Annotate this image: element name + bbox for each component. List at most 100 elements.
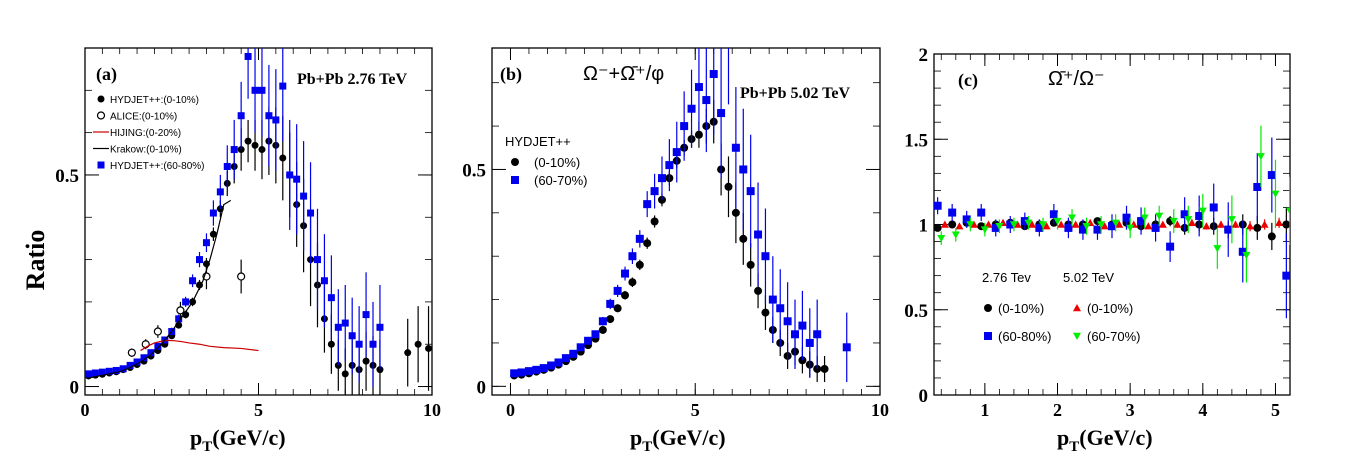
series--60-70--point xyxy=(643,200,652,209)
series-hydjet-60-80--point xyxy=(147,349,155,357)
x-tick-label: 5 xyxy=(691,400,700,420)
series-5-02-tev-60-70--point xyxy=(1198,207,1207,215)
x-axis-title: pT(GeV/c) xyxy=(630,425,726,455)
series-hydjet-0-10--point xyxy=(258,146,266,154)
series-hydjet-60-80--point xyxy=(189,277,197,285)
series-2-76-tev-60-80--point xyxy=(948,208,957,217)
series-hydjet-60-80--point xyxy=(265,112,273,120)
series--60-70--point xyxy=(798,321,807,330)
series-hydjet-60-80--point xyxy=(223,162,231,170)
series-2-76-tev-0-10--point xyxy=(1282,220,1290,229)
series-5-02-tev-60-70--point xyxy=(1140,214,1149,222)
series-5-02-tev-0-10--point xyxy=(1042,222,1051,230)
series-2-76-tev-60-80--point xyxy=(1195,211,1204,220)
series-hydjet-60-80--point xyxy=(258,86,266,94)
series-5-02-tev-0-10--point xyxy=(955,222,964,230)
legend-marker xyxy=(511,176,519,184)
series-hydjet-60-80--point xyxy=(175,315,183,323)
series-5-02-tev-60-70--point xyxy=(1271,190,1280,198)
series-5-02-tev-60-70--point xyxy=(1242,251,1251,260)
x-tick-label: 0 xyxy=(506,400,515,420)
data-layer xyxy=(934,125,1290,319)
series--60-70--point xyxy=(584,336,593,345)
series--60-70--point xyxy=(672,148,681,157)
series-2-76-tev-60-80--point xyxy=(1020,217,1029,226)
series-5-02-tev-0-10--point xyxy=(940,220,949,228)
x-tick-label: 0 xyxy=(81,400,90,420)
y-tick-label: 0 xyxy=(919,386,929,407)
series-5-02-tev-60-70--point xyxy=(1169,217,1178,226)
series-hydjet-0-10--point xyxy=(404,349,412,357)
series--60-70--point xyxy=(768,295,777,304)
series--60-70--point xyxy=(739,165,748,174)
series-5-02-tev-0-10--point xyxy=(969,220,978,228)
series--60-70--point xyxy=(709,70,718,79)
series--0-10--point xyxy=(621,291,630,300)
series-2-76-tev-60-80--point xyxy=(1151,223,1160,232)
panel-label: (a) xyxy=(96,64,117,85)
series-5-02-tev-0-10--point xyxy=(1260,220,1269,228)
legend-label: (60-70%) xyxy=(1087,329,1140,344)
series-hydjet-0-10--point xyxy=(327,340,335,348)
series--60-70--point xyxy=(680,122,689,131)
series-alice-0-10--point xyxy=(153,327,162,336)
series-hydjet-60-80--point xyxy=(307,209,315,217)
x-axis-title: pT(GeV/c) xyxy=(190,425,286,455)
series--60-70--point xyxy=(576,343,585,352)
series--60-70--point xyxy=(532,365,541,374)
series-2-76-tev-60-80--point xyxy=(1267,171,1276,180)
series--0-10--point xyxy=(761,308,770,317)
legend-label: HYDJET++:(60-80%) xyxy=(110,161,204,172)
series--60-70--point xyxy=(598,317,607,326)
series--0-10--point xyxy=(650,217,659,226)
series-hydjet-0-10--point xyxy=(414,340,422,348)
series-5-02-tev-60-70--point xyxy=(1097,221,1106,229)
series--60-70--point xyxy=(561,354,570,363)
legend-marker xyxy=(97,161,105,169)
legend-label: HYDJET++:(0-10%) xyxy=(110,95,199,106)
series--60-70--point xyxy=(717,109,726,118)
panel-b: 0 5 10 0 0.5 pT(GeV/c) (b) Ω⁻+Ω̄⁺/φ Pb+Pb 5.02 T… xyxy=(462,35,889,455)
series--60-70--point xyxy=(510,369,519,378)
series-5-02-tev-0-10--point xyxy=(1187,218,1196,226)
energy-annotation: Pb+Pb 5.02 TeV xyxy=(740,85,850,102)
legend-label: (0-10%) xyxy=(1087,301,1133,316)
x-tick-label: 2 xyxy=(1053,400,1062,420)
series-hydjet-60-80--point xyxy=(154,342,162,350)
series--60-70--point xyxy=(524,367,533,376)
series-5-02-tev-0-10--point xyxy=(1071,220,1080,228)
series-5-02-tev-60-70--point xyxy=(1038,221,1047,229)
y-tick-label: 1 xyxy=(919,216,929,237)
series-hydjet-60-80--point xyxy=(293,175,301,183)
series-hydjet-60-80--point xyxy=(300,192,308,200)
series-hydjet-60-80--point xyxy=(230,146,238,154)
series-5-02-tev-0-10--point xyxy=(984,220,993,228)
series-hydjet-60-80--point xyxy=(196,256,204,264)
series-hydjet-60-80--point xyxy=(85,370,92,378)
series--60-70--point xyxy=(650,187,659,196)
y-axis-title: Ratio xyxy=(21,230,50,291)
series-hydjet-60-80--point xyxy=(237,112,245,120)
series-5-02-tev-60-70--point xyxy=(1184,216,1193,224)
series-hydjet-60-80--point xyxy=(327,294,335,302)
series--60-70--point xyxy=(628,252,637,261)
series-hydjet-60-80--point xyxy=(286,171,294,179)
series-2-76-tev-60-80--point xyxy=(1209,203,1218,212)
series-hydjet-60-80--point xyxy=(182,298,190,306)
series--60-70--point xyxy=(724,35,732,43)
legend-label: (0-10%) xyxy=(998,301,1044,316)
series-hydjet-60-80--point xyxy=(334,323,342,331)
series-hydjet-60-80--point xyxy=(348,332,356,340)
series-alice-0-10--point xyxy=(141,340,150,349)
x-tick-label: 5 xyxy=(254,400,263,420)
series-alice-0-10--point xyxy=(127,348,136,357)
series-hydjet-60-80--point xyxy=(105,367,113,375)
series--0-10--point xyxy=(746,260,755,269)
legend-label: (60-80%) xyxy=(998,329,1051,344)
series-2-76-tev-60-80--point xyxy=(1093,225,1102,234)
series-hydjet-60-80--point xyxy=(133,358,141,366)
series-hijing-0-20--line xyxy=(140,339,259,352)
series-hydjet-60-80--point xyxy=(209,209,217,217)
series--60-70--point xyxy=(547,361,556,370)
series-hydjet-60-80--point xyxy=(362,311,370,319)
